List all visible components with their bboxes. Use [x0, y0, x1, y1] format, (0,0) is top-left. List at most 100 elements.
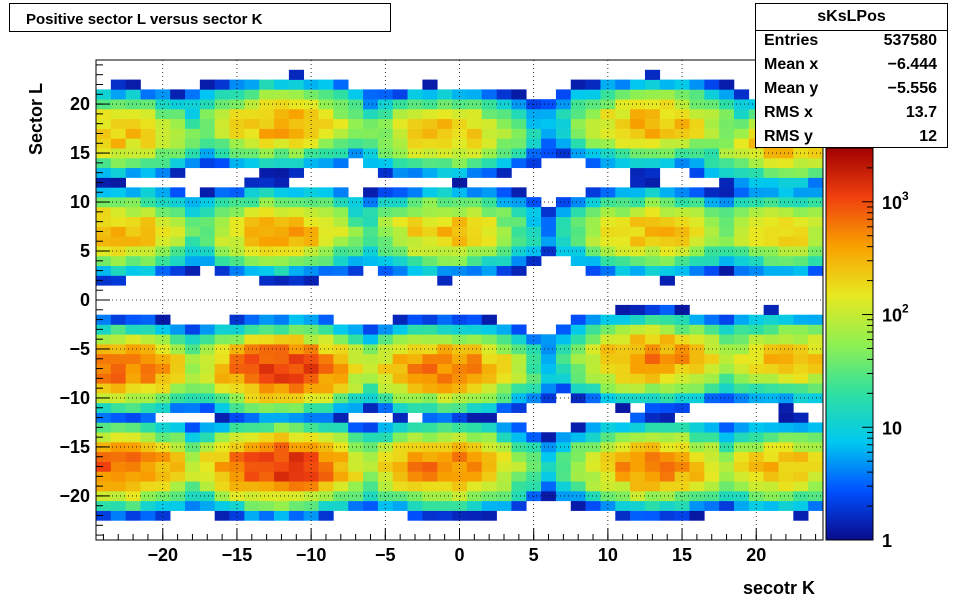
- heatmap-cell: [719, 471, 735, 482]
- heatmap-cell: [585, 481, 601, 492]
- heatmap-cell: [96, 236, 112, 247]
- heatmap-cell: [555, 491, 572, 502]
- heatmap-cell: [763, 236, 779, 247]
- heatmap-cell: [674, 402, 690, 413]
- stats-row-rms-y: RMS y 12: [764, 128, 937, 150]
- heatmap-cell: [96, 402, 112, 413]
- heatmap-cell: [229, 481, 245, 492]
- heatmap-cell: [244, 226, 260, 237]
- heatmap-cell: [199, 471, 215, 482]
- heatmap-cell: [719, 393, 735, 404]
- heatmap-cell: [407, 500, 423, 511]
- heatmap-cell: [659, 353, 675, 364]
- heatmap-cell: [377, 246, 394, 257]
- heatmap-cell: [704, 461, 720, 472]
- x-axis: −20 −15 −10 −5 0 5 10 15 20: [102, 528, 817, 565]
- heatmap-cell: [541, 108, 557, 120]
- heatmap-cell: [363, 353, 379, 364]
- heatmap-cell: [259, 128, 275, 139]
- heatmap-cell: [615, 246, 631, 257]
- heatmap-cell: [496, 187, 512, 198]
- heatmap-cell: [541, 138, 557, 149]
- heatmap-cell: [96, 177, 112, 188]
- heatmap-cell: [229, 89, 245, 100]
- heatmap-cell: [466, 383, 483, 394]
- heatmap-cell: [452, 108, 468, 120]
- heatmap-cell: [259, 275, 275, 286]
- heatmap-cell: [333, 206, 349, 218]
- heatmap-cell: [808, 157, 824, 169]
- heatmap-cell: [778, 451, 794, 462]
- heatmap-cell: [644, 226, 661, 237]
- heatmap-cell: [229, 461, 245, 472]
- heatmap-cell: [259, 216, 275, 227]
- heatmap-cell: [407, 373, 423, 384]
- heatmap-cell: [288, 128, 305, 139]
- heatmap-cell: [674, 334, 690, 345]
- heatmap-cell: [615, 99, 631, 110]
- heatmap-cell: [719, 500, 735, 511]
- heatmap-cell: [466, 187, 483, 198]
- heatmap-cell: [110, 226, 126, 237]
- heatmap-cell: [541, 128, 557, 139]
- heatmap-cell: [392, 471, 408, 482]
- heatmap-cell: [110, 373, 126, 384]
- heatmap-cell: [199, 393, 215, 404]
- heatmap-cell: [481, 138, 497, 149]
- heatmap-cell: [199, 226, 215, 237]
- heatmap-cell: [333, 255, 349, 267]
- heatmap-cell: [125, 187, 141, 198]
- heatmap-cell: [110, 412, 126, 423]
- heatmap-cell: [615, 236, 631, 247]
- heatmap-cell: [778, 461, 794, 472]
- heatmap-cell: [733, 334, 750, 345]
- heatmap-cell: [407, 187, 423, 198]
- heatmap-cell: [318, 344, 334, 355]
- heatmap-cell: [615, 432, 631, 443]
- heatmap-cell: [199, 79, 215, 90]
- heatmap-cell: [288, 422, 305, 433]
- heatmap-cell: [110, 510, 126, 521]
- heatmap-cell: [630, 451, 646, 462]
- heatmap-cell: [155, 148, 171, 159]
- heatmap-cell: [585, 442, 601, 453]
- heatmap-cell: [155, 197, 171, 208]
- heatmap-cell: [363, 461, 379, 472]
- heatmap-cell: [630, 324, 646, 335]
- heatmap-cell: [452, 402, 468, 413]
- heatmap-cell: [481, 89, 497, 100]
- heatmap-cell: [630, 461, 646, 472]
- heatmap-cell: [689, 236, 705, 247]
- heatmap-cell: [214, 128, 230, 139]
- heatmap-cell: [570, 89, 586, 100]
- heatmap-cell: [555, 128, 572, 139]
- heatmap-cell: [377, 334, 394, 345]
- heatmap-cell: [570, 500, 586, 511]
- heatmap-cell: [763, 197, 779, 208]
- heatmap-cell: [630, 79, 646, 90]
- heatmap-cell: [733, 481, 750, 492]
- heatmap-cell: [704, 167, 720, 178]
- heatmap-cell: [615, 79, 631, 90]
- heatmap-cell: [763, 451, 779, 462]
- heatmap-cell: [244, 471, 260, 482]
- heatmap-cell: [214, 118, 230, 129]
- heatmap-cell: [748, 324, 764, 335]
- heatmap-cell: [644, 265, 661, 276]
- heatmap-cell: [422, 148, 438, 159]
- heatmap-cell: [274, 275, 290, 286]
- heatmap-cell: [377, 89, 394, 100]
- heatmap-cell: [763, 432, 779, 443]
- heatmap-cell: [348, 432, 364, 443]
- heatmap-cell: [125, 324, 141, 335]
- heatmap-cell: [555, 363, 572, 374]
- heatmap-cell: [185, 353, 201, 364]
- heatmap-cell: [303, 314, 319, 325]
- heatmap-cell: [481, 265, 497, 276]
- heatmap-cell: [674, 481, 690, 492]
- heatmap-cell: [422, 481, 438, 492]
- heatmap-cell: [110, 461, 126, 472]
- heatmap-cell: [615, 383, 631, 394]
- x-tick-label: 5: [529, 545, 539, 565]
- heatmap-cell: [585, 373, 601, 384]
